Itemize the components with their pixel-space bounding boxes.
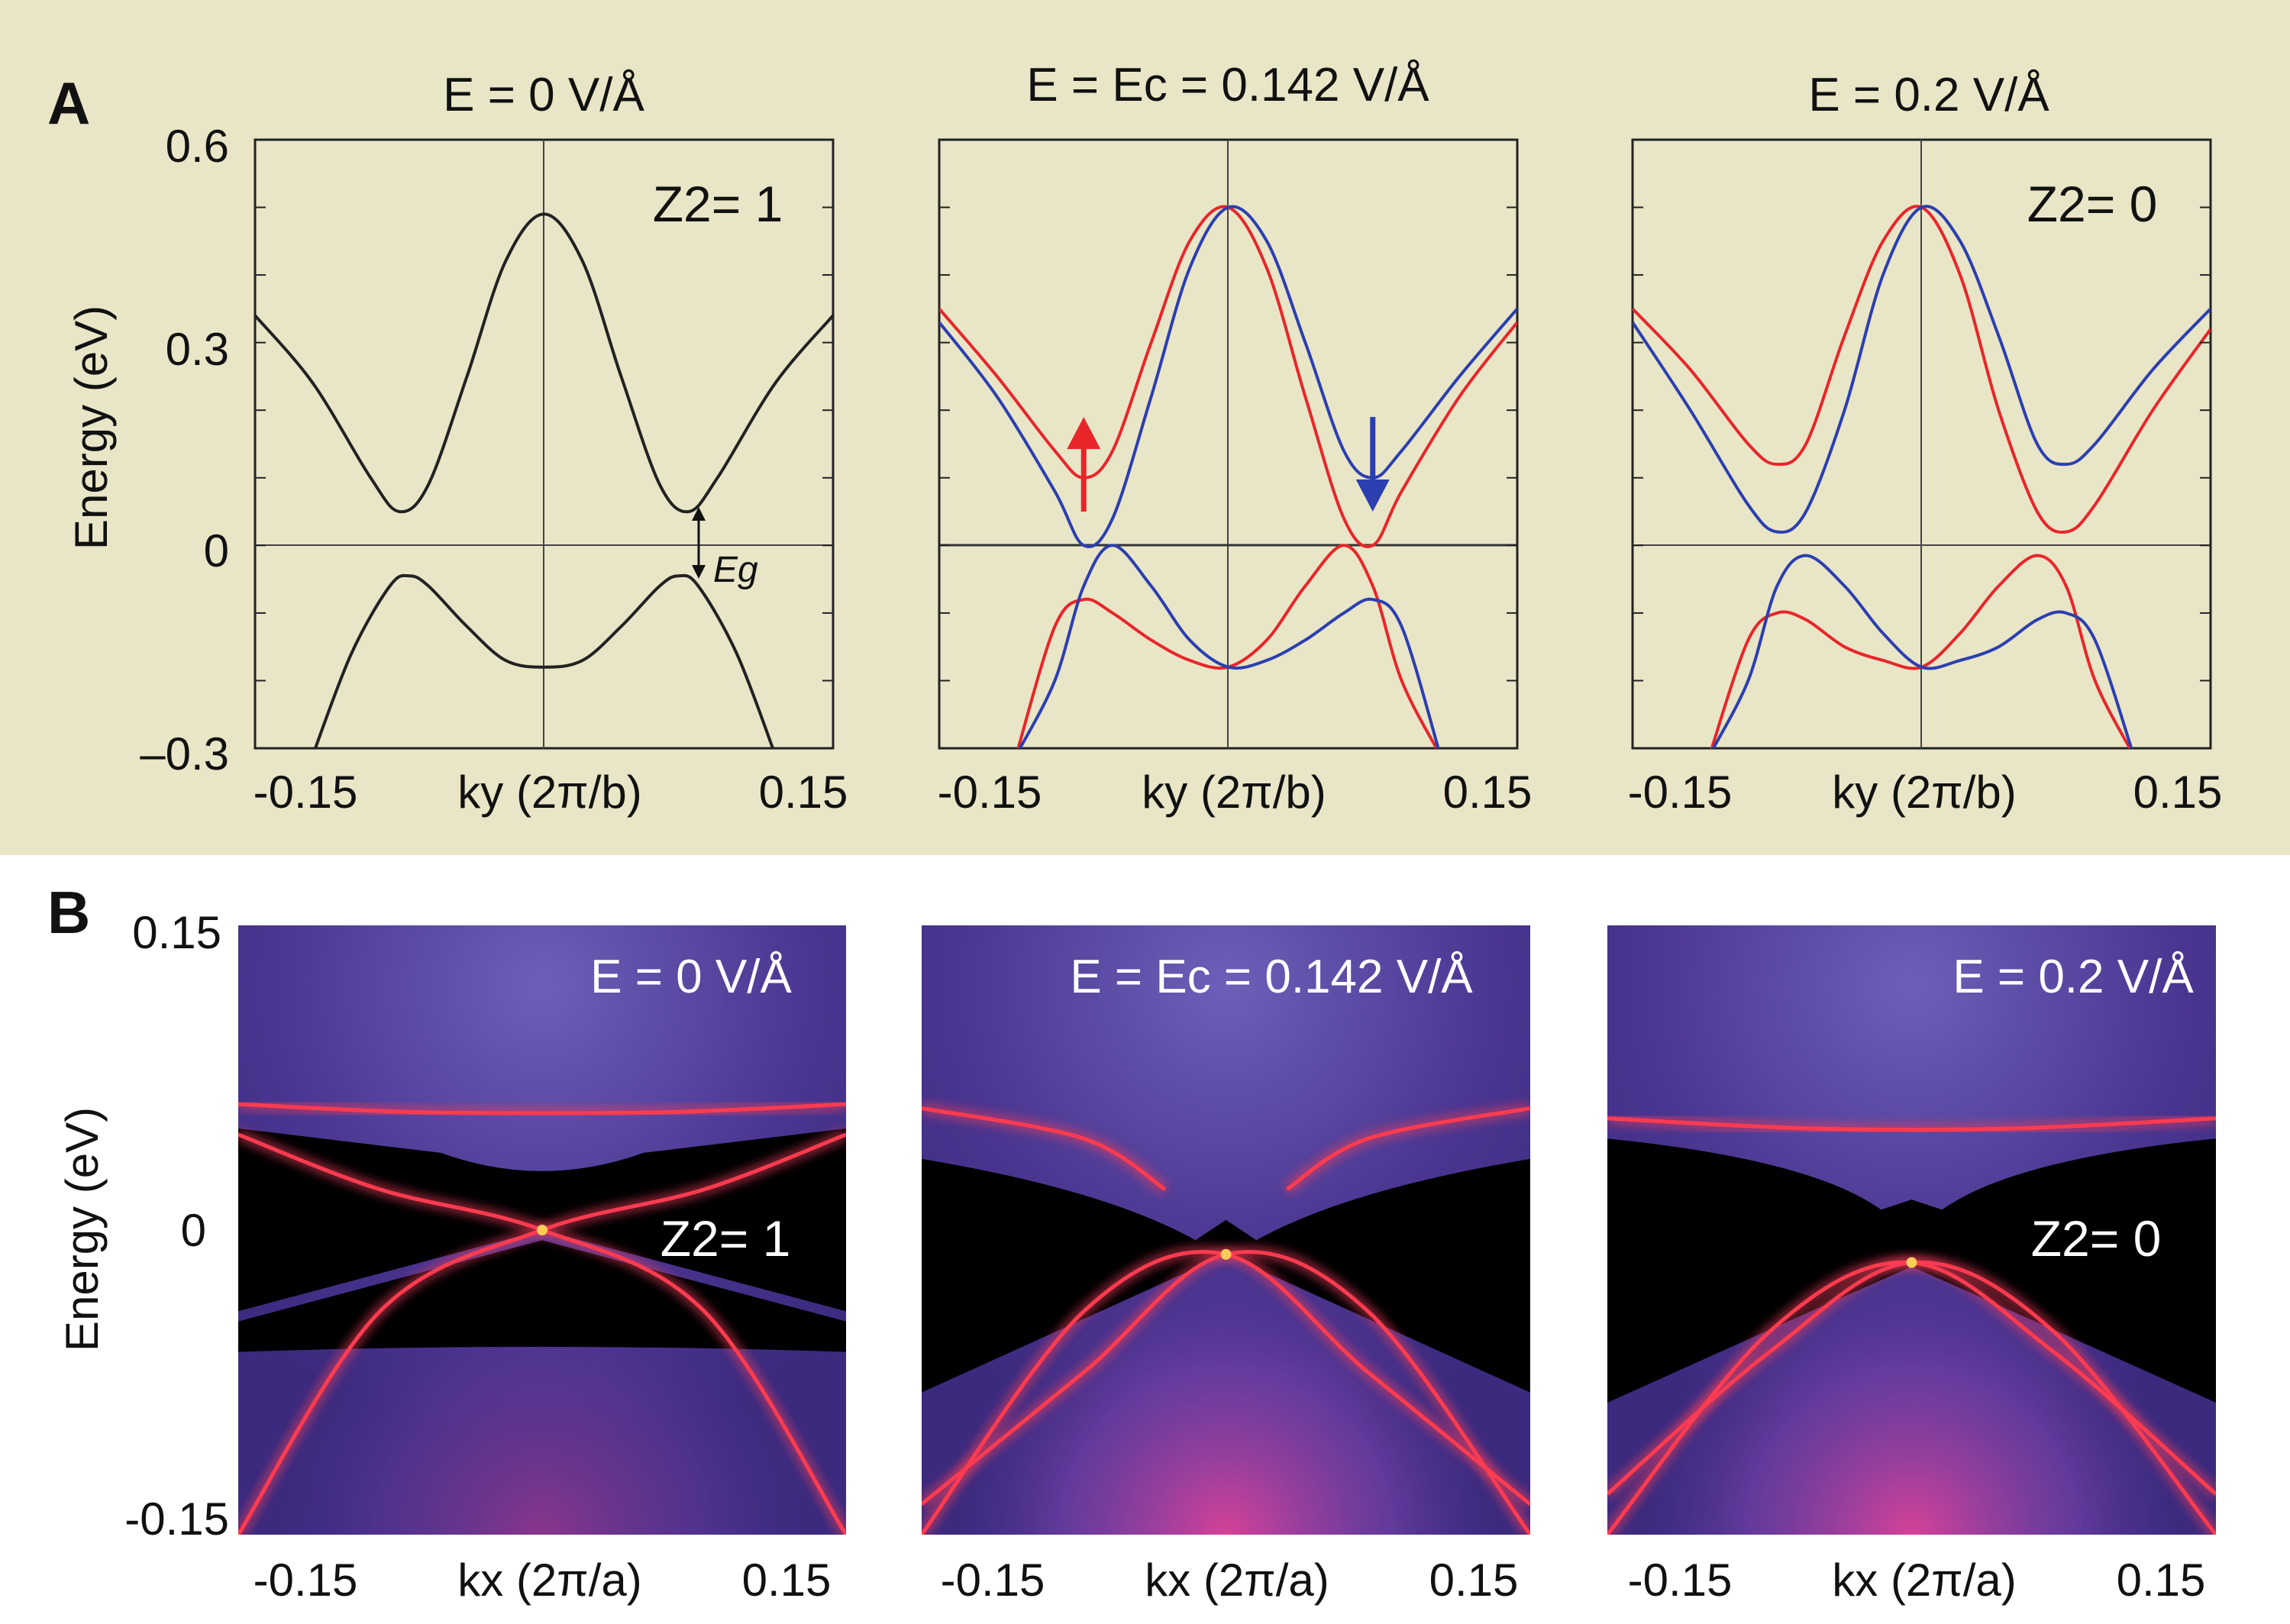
a1-xtick-1: 0.15 (759, 767, 848, 818)
b1-dispersion-lines (238, 1098, 846, 1535)
a2-xtick-0: -0.15 (938, 767, 1042, 818)
b1-title: E = 0 V/Å (590, 951, 792, 1003)
b1-dirac-point (537, 1225, 547, 1235)
b1-xtick-0: -0.15 (254, 1555, 358, 1606)
a1-title: E = 0 V/Å (443, 69, 644, 121)
b2-band-line-3 (1285, 1106, 1530, 1191)
b3-xtick-1: 0.15 (2117, 1555, 2206, 1606)
b1-band-line-1 (238, 1132, 846, 1535)
panel-a1: E = 0 V/Å 0.6 0.3 0 –0.3 -0.15 0.15 ky (… (66, 69, 848, 818)
a1-xtick-0: -0.15 (254, 767, 358, 818)
b2-xtick-0: -0.15 (941, 1555, 1045, 1606)
b2-dirac-point (1220, 1248, 1232, 1260)
b1-xlabel: kx (2π/a) (457, 1555, 641, 1606)
a1-gap-label: Eg (713, 550, 758, 590)
b3-band-line-2 (1607, 1116, 2216, 1132)
b3-z2-label: Z2= 0 (2031, 1210, 2162, 1267)
b3-xlabel: kx (2π/a) (1832, 1555, 2016, 1606)
b1-ytick-0: 0.15 (132, 907, 221, 958)
a2-spin-up-arrow-head (1067, 417, 1101, 450)
a1-ytick-2: 0 (204, 525, 229, 576)
b1-z2-label: Z2= 1 (661, 1210, 791, 1267)
a2-spin-down-arrow-head (1355, 479, 1390, 512)
a2-series-blue-upper (939, 205, 1517, 548)
a2-curves (939, 205, 1517, 748)
b1-band-line-2 (238, 1102, 846, 1115)
a3-z2-label: Z2= 0 (2027, 176, 2158, 232)
b3-gap-region (1607, 1138, 2216, 1403)
a2-spin-arrows (1067, 417, 1390, 512)
a2-series-red-lower (1016, 544, 1439, 748)
a1-gap-arrow-head-down (692, 565, 706, 579)
b2-gap-region (922, 1158, 1530, 1393)
a1-z2-label: Z2= 1 (653, 176, 783, 232)
a2-xtick-1: 0.15 (1443, 767, 1533, 818)
b1-band-line-0 (238, 1132, 846, 1535)
a1-xlabel: ky (2π/b) (457, 767, 641, 818)
a1-gap-arrow-head-up (692, 507, 706, 521)
panel-b3: -0.15 0.15 kx (2π/a) E = 0.2 V/Å Z2= 0 (1607, 925, 2216, 1606)
b3-title: E = 0.2 V/Å (1952, 951, 2194, 1003)
a1-ylabel: Energy (eV) (66, 305, 117, 550)
a3-title: E = 0.2 V/Å (1808, 69, 2049, 121)
a3-series-red-upper (1633, 205, 2211, 534)
a1-ytick-0: 0.6 (166, 121, 229, 172)
b2-band-line-2 (922, 1106, 1167, 1191)
panel-b2: -0.15 0.15 kx (2π/a) E = Ec = 0.142 V/Å (922, 925, 1530, 1606)
a3-series-blue-upper (1633, 205, 2211, 534)
a2-series-red-upper (939, 205, 1517, 548)
a1-series-valence (313, 573, 775, 748)
a1-ytick-3: –0.3 (140, 728, 229, 780)
a3-xtick-1: 0.15 (2133, 767, 2223, 818)
a3-xtick-0: -0.15 (1628, 767, 1733, 818)
b1-ytick-1: 0 (181, 1205, 206, 1256)
b1-ytick-2: -0.15 (124, 1493, 229, 1545)
a3-xlabel: ky (2π/b) (1832, 767, 2016, 818)
b2-dispersion-lines (922, 1102, 1530, 1535)
panel-a2: E = Ec = 0.142 V/Å -0.15 0.15 ky (2π/b) (938, 59, 1533, 818)
a1-series-conduction (255, 212, 833, 514)
panel-b-letter: B (47, 879, 90, 946)
b2-xlabel: kx (2π/a) (1145, 1555, 1329, 1606)
a1-ytick-1: 0.3 (166, 324, 229, 375)
b1-xtick-1: 0.15 (742, 1555, 832, 1606)
b2-xtick-1: 0.15 (1429, 1555, 1519, 1606)
a2-title: E = Ec = 0.142 V/Å (1026, 59, 1429, 111)
a3-series-blue-lower (1711, 554, 2133, 748)
panel-b1: 0.15 0 -0.15 -0.15 0.15 kx (2π/a) Energy… (57, 907, 846, 1606)
a2-xlabel: ky (2π/b) (1142, 767, 1326, 818)
b3-xtick-0: -0.15 (1628, 1555, 1733, 1606)
a2-series-blue-lower (1018, 544, 1440, 748)
a3-series-red-lower (1710, 554, 2132, 748)
b3-dirac-point (1906, 1257, 1917, 1268)
panel-a3: E = 0.2 V/Å -0.15 0.15 ky (2π/b) Z2= 0 (1628, 69, 2223, 818)
b1-ylabel: Energy (eV) (57, 1107, 108, 1351)
a3-curves (1633, 205, 2211, 748)
b3-dispersion-lines (1607, 1112, 2216, 1535)
a1-curves (255, 212, 833, 748)
b2-title: E = Ec = 0.142 V/Å (1070, 951, 1473, 1003)
panel-a-letter: A (47, 69, 90, 137)
panel-a-background (0, 0, 2290, 855)
